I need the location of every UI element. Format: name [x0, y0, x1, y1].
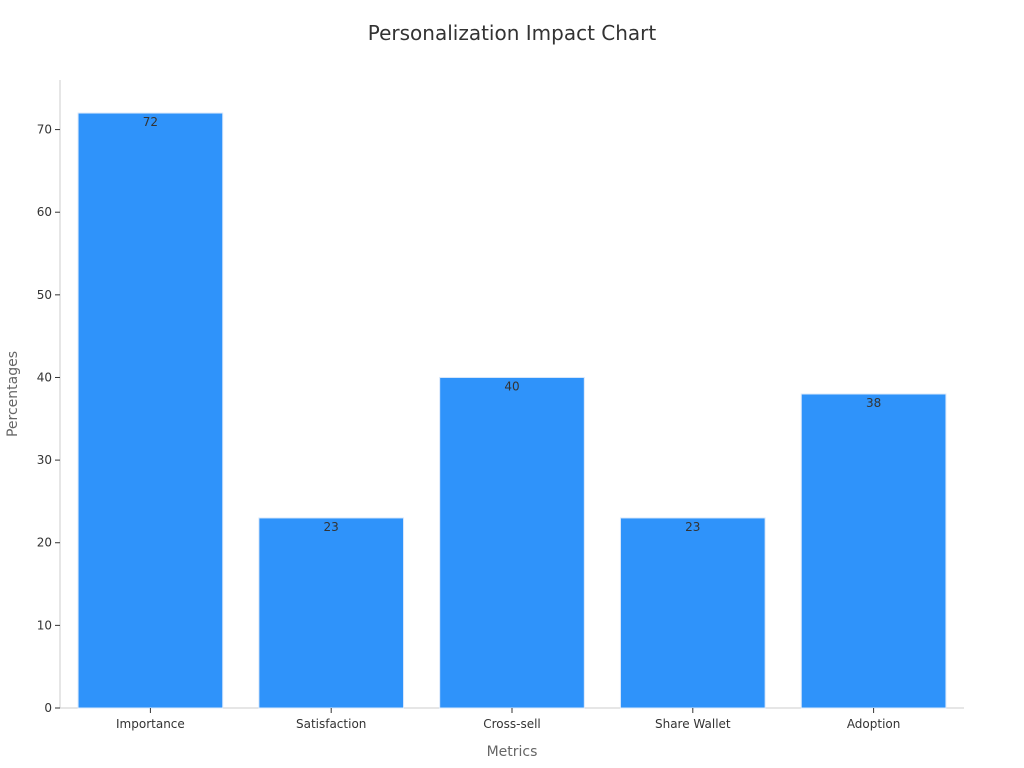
data-label: 72 — [143, 115, 158, 129]
y-tick-label: 10 — [37, 618, 52, 632]
data-label: 40 — [504, 379, 519, 393]
x-tick-label: Cross-sell — [483, 717, 541, 731]
bar-cross-sell — [439, 376, 585, 709]
y-tick-label: 60 — [37, 205, 52, 219]
x-tick-label: Satisfaction — [296, 717, 366, 731]
bar-share-wallet — [619, 517, 766, 709]
plot-area: 0 10 20 30 40 50 60 70 72 Importance 23 Satisfactio… — [37, 80, 964, 731]
y-tick-label: 20 — [37, 536, 52, 550]
x-tick-label: Share Wallet — [655, 717, 731, 731]
data-label: 23 — [685, 520, 700, 534]
y-tick-label: 0 — [44, 701, 52, 715]
y-tick-label: 70 — [37, 123, 52, 137]
x-axis-title: Metrics — [487, 744, 538, 760]
bar-adoption — [800, 393, 947, 709]
data-label: 23 — [324, 520, 339, 534]
x-tick-label: Adoption — [847, 717, 901, 731]
x-tick-label: Importance — [116, 717, 185, 731]
y-tick-label: 50 — [37, 288, 52, 302]
data-label: 38 — [866, 396, 881, 410]
bar-satisfaction — [258, 517, 405, 709]
chart-title: Personalization Impact Chart — [368, 21, 657, 45]
y-axis-title: Percentages — [5, 351, 21, 437]
y-tick-label: 40 — [37, 370, 52, 384]
bar-importance — [77, 112, 224, 709]
y-tick-label: 30 — [37, 453, 52, 467]
